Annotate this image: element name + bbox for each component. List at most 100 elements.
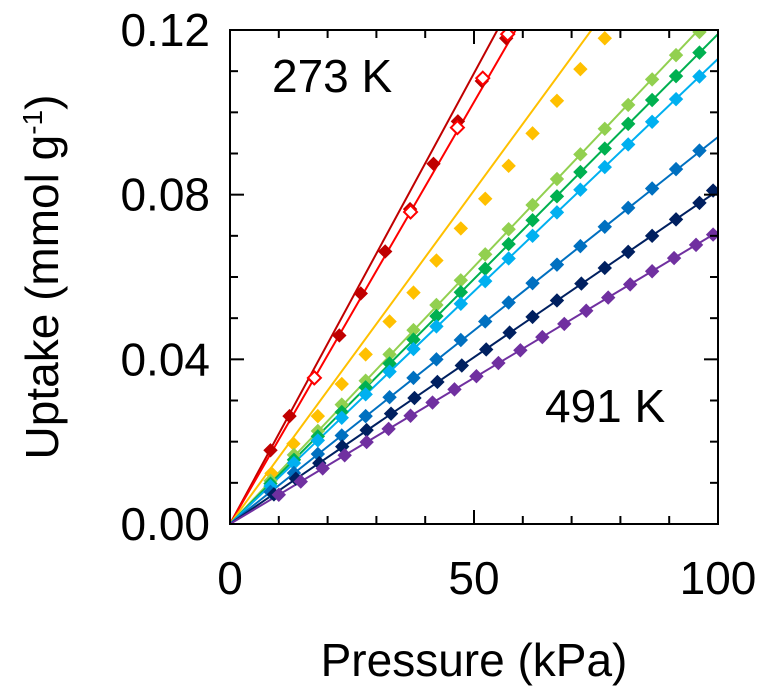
data-point-series-6-12 [525,228,540,244]
data-point-series-4-15 [597,121,612,137]
data-point-series-9-8 [425,395,440,410]
data-point-series-9-14 [557,316,572,332]
data-point-series-8-6 [383,406,399,421]
fit-line-series-4 [230,30,700,524]
data-point-series-3-15 [597,31,612,46]
x-tick-label-0: 0 [217,552,243,604]
data-point-series-8-16 [621,244,636,260]
axis-ticks [229,29,719,525]
data-point-series-7-17 [644,181,660,196]
data-point-series-9-9 [447,382,462,397]
data-point-series-7-11 [501,295,516,310]
data-point-series-9-17 [622,277,638,292]
data-point-series-7-12 [525,275,540,291]
data-point-series-6-11 [501,251,516,266]
data-point-series-7-9 [453,332,469,348]
data-point-series-3-4 [334,376,349,392]
data-point-series-9-7 [403,408,418,423]
fit-line-series-7 [230,136,718,524]
data-point-series-6-4 [334,410,349,425]
data-point-series-6-14 [573,182,588,197]
data-point-series-4-11 [501,222,516,237]
data-point-series-8-10 [478,342,494,357]
data-point-series-9-6 [381,421,396,437]
fit-line-series-8 [230,189,718,524]
data-point-series-6-18 [668,91,684,107]
data-point-series-9-3 [315,461,330,476]
data-point-series-9-20 [688,237,704,253]
data-point-series-6-5 [358,387,373,402]
data-point-series-7-5 [358,408,373,424]
data-point-series-7-8 [429,352,444,367]
annotation-491k: 491 K [545,380,666,432]
data-point-series-9-12 [513,343,528,358]
data-point-series-7-13 [549,257,565,272]
data-point-series-8-15 [597,260,612,276]
data-point-series-7-15 [597,219,612,234]
data-point-series-2-5 [499,30,516,43]
data-point-series-7-19 [692,143,707,158]
y-tick-label-0.04: 0.04 [120,333,210,385]
tick-labels: 0.00 0.04 0.08 0.12 0 50 100 [120,4,756,604]
data-points-layer [263,30,718,502]
data-point-series-6-13 [549,205,565,220]
data-point-series-4-16 [621,97,636,113]
y-tick-label-0.00: 0.00 [120,498,210,550]
data-point-series-7-7 [406,370,421,386]
data-point-series-9-15 [579,303,594,318]
data-point-series-6-16 [621,137,636,152]
data-point-series-5-13 [549,189,565,204]
data-point-series-6-15 [597,159,612,175]
data-point-series-1-1 [263,443,278,458]
data-point-series-8-18 [668,212,684,227]
data-point-series-1-5 [353,286,368,301]
data-point-series-6-6 [382,364,397,379]
y-axis-title-main: Uptake (mmol g [16,135,68,460]
data-point-series-1-8 [426,156,441,171]
x-tick-label-100: 100 [680,552,757,604]
data-point-series-3-8 [429,253,444,268]
data-point-series-3-9 [453,221,469,236]
data-point-series-8-8 [430,374,445,390]
data-point-series-1-6 [377,244,393,259]
data-point-series-6-19 [692,69,707,84]
data-point-series-9-4 [337,448,352,463]
y-tick-label-0.08: 0.08 [120,169,210,221]
data-point-series-5-18 [668,68,684,84]
data-point-series-8-12 [525,309,540,325]
x-axis-title: Pressure (kPa) [321,634,628,686]
data-point-series-6-7 [406,341,421,357]
data-point-series-5-14 [573,164,588,180]
data-point-series-2-4 [474,70,491,87]
data-point-series-6-8 [429,319,444,334]
data-point-series-6-17 [644,114,660,130]
data-point-series-5-11 [501,236,516,252]
fit-line-series-5 [230,33,718,524]
data-point-series-1-2 [282,408,297,424]
data-point-series-2-3 [449,119,466,136]
data-point-series-3-14 [573,61,588,77]
data-point-series-8-19 [692,195,707,211]
fit-lines-layer [230,30,718,524]
fit-line-series-3 [230,30,593,524]
data-point-series-8-7 [407,390,422,406]
data-point-series-3-12 [525,126,540,141]
data-point-series-9-19 [666,250,682,266]
data-point-series-3-11 [501,158,516,174]
x-tick-label-50: 50 [448,552,499,604]
data-point-series-4-10 [478,247,493,262]
data-point-series-3-7 [406,285,421,300]
fit-line-series-6 [230,58,718,524]
data-point-series-5-12 [525,212,540,228]
data-point-series-9-16 [600,290,616,305]
data-point-series-8-13 [549,293,565,308]
data-point-series-8-17 [644,228,660,244]
data-point-series-9-5 [359,434,374,450]
y-axis-title-close: ) [16,95,68,110]
data-point-series-3-6 [382,314,397,329]
data-point-series-7-14 [573,238,588,254]
data-point-series-4-14 [573,147,588,162]
data-point-series-7-18 [668,161,684,177]
y-axis-title-sup: -1 [17,110,48,135]
annotation-273k: 273 K [272,50,393,102]
